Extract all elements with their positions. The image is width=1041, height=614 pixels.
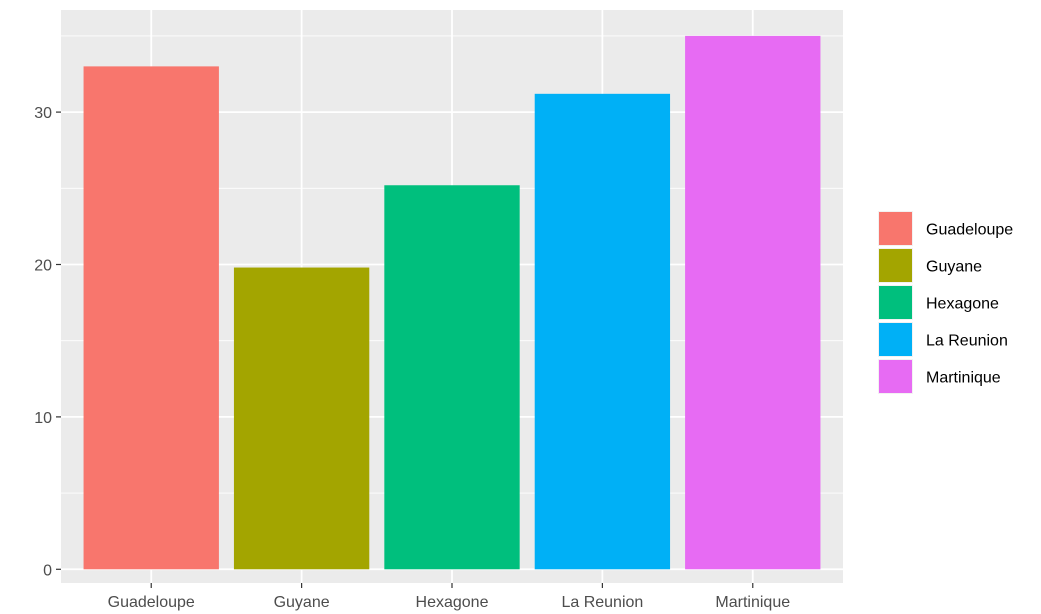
legend-swatch — [879, 249, 912, 282]
y-tick-label: 30 — [34, 105, 52, 122]
x-tick-label: La Reunion — [561, 594, 643, 611]
bar-hexagone — [384, 185, 520, 570]
legend-swatch — [879, 286, 912, 319]
x-tick-label: Guadeloupe — [108, 594, 195, 611]
bar-la-reunion — [534, 93, 671, 570]
x-axis: Guadeloupe Guyane Hexagone La Reunion Martin… — [108, 583, 790, 611]
legend-swatch — [879, 360, 912, 393]
bar-guyane — [233, 267, 370, 570]
legend-label: La Reunion — [926, 333, 1008, 350]
legend-label: Guyane — [926, 259, 982, 276]
x-tick-label: Hexagone — [416, 594, 489, 611]
x-tick-label: Martinique — [715, 594, 790, 611]
y-axis: 0 10 20 30 — [34, 105, 61, 579]
bar-martinique — [685, 35, 821, 570]
y-tick-label: 10 — [34, 410, 52, 427]
legend-label: Hexagone — [926, 296, 999, 313]
legend-swatch — [879, 323, 912, 356]
x-tick-label: Guyane — [274, 594, 330, 611]
bars — [83, 35, 821, 570]
y-tick-label: 20 — [34, 257, 52, 274]
y-tick-label: 0 — [43, 562, 52, 579]
legend-label: Martinique — [926, 370, 1001, 387]
legend-label: Guadeloupe — [926, 222, 1013, 239]
legend: Guadeloupe Guyane Hexagone La Reunion Martin… — [878, 211, 1013, 394]
bar-guadeloupe — [83, 66, 219, 570]
legend-swatch — [879, 212, 912, 245]
